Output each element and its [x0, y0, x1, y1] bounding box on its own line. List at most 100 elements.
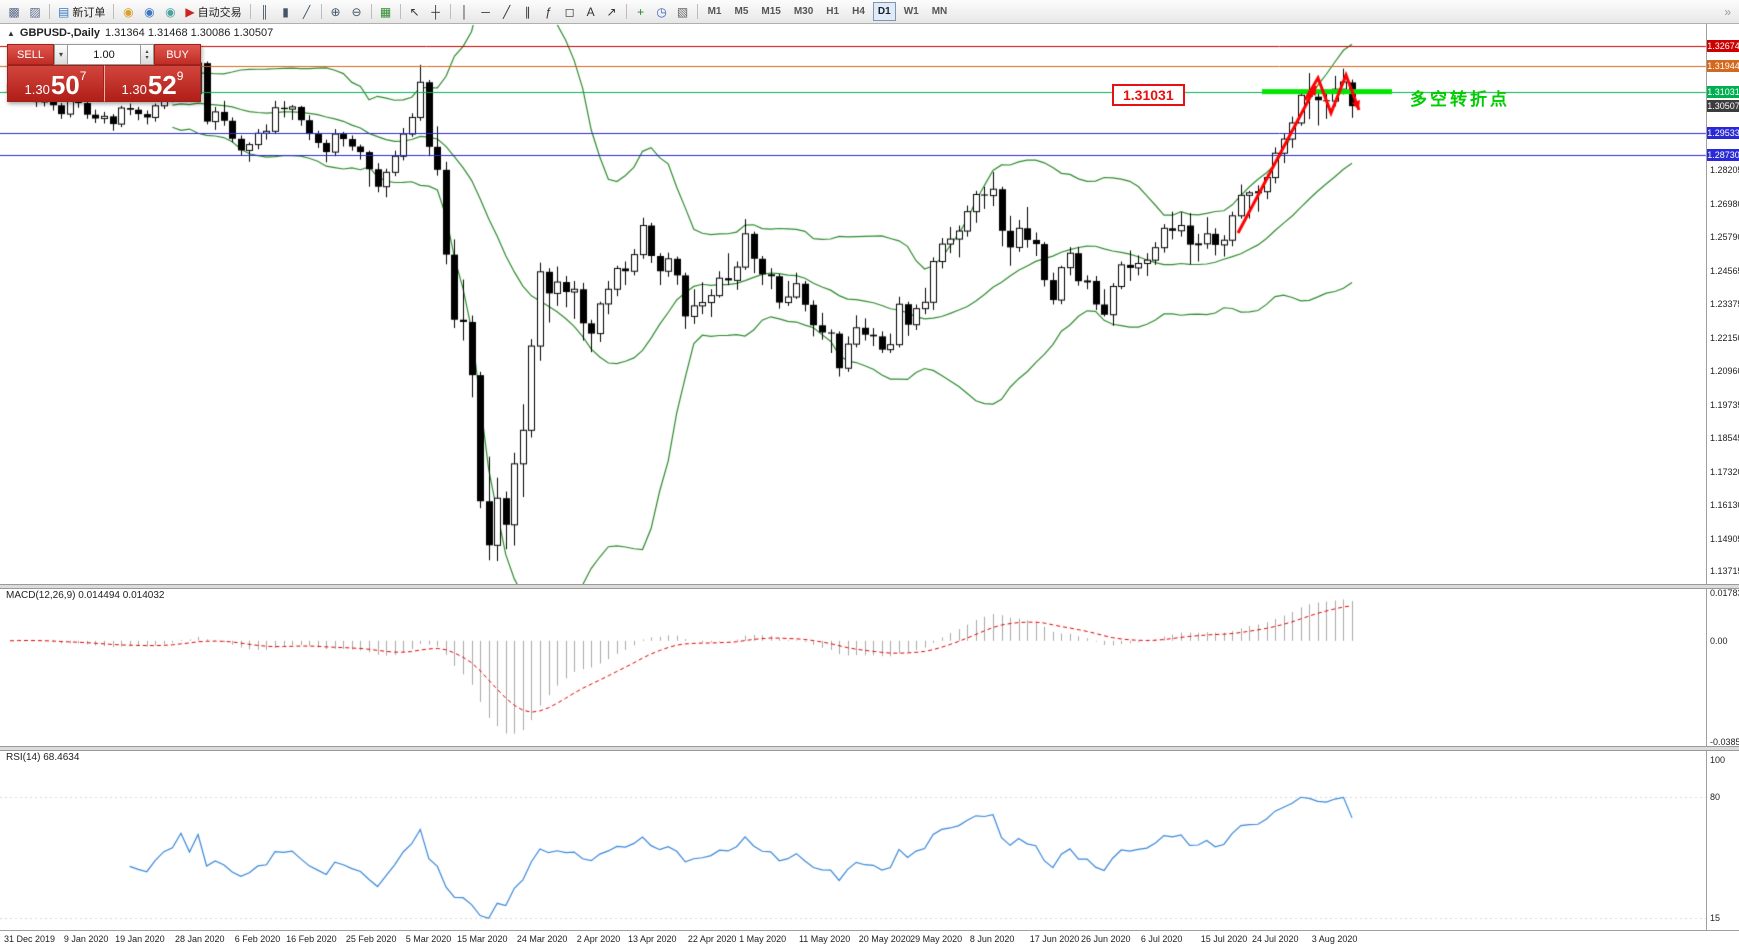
market-icon[interactable]: ◉: [160, 2, 180, 22]
profiles-icon[interactable]: ▨: [25, 2, 45, 22]
price-grid-label: 1.22150: [1710, 332, 1739, 343]
price-axis[interactable]: 1.28205 1.26980 1.25790 1.24565 1.23375 1.221…: [1706, 0, 1739, 948]
panel-separator[interactable]: [0, 584, 1739, 589]
autotrading-button[interactable]: ▶ 自动交易: [181, 2, 245, 22]
timeframe-h4[interactable]: H4: [852, 6, 865, 17]
date-label: 6 Jul 2020: [1140, 934, 1183, 944]
candle-chart-icon[interactable]: ▮: [276, 2, 296, 22]
toolbar-separator: [625, 4, 627, 19]
new-order-button[interactable]: ▤ 新订单: [54, 2, 109, 22]
arrow-tool-icon: ↗: [606, 4, 617, 19]
vertical-line-icon: │: [460, 4, 469, 19]
trendline-icon[interactable]: ╱: [497, 2, 517, 22]
shapes-icon[interactable]: ◻: [560, 2, 580, 22]
mql5-icon[interactable]: ◉: [118, 2, 138, 22]
sell-button[interactable]: SELL: [7, 44, 54, 65]
bar-chart-icon[interactable]: ║: [255, 2, 275, 22]
volume-dropdown-icon[interactable]: ▾: [54, 44, 68, 65]
volume-down-icon[interactable]: ▾: [145, 54, 149, 61]
price-annotation-box[interactable]: 1.31031: [1112, 84, 1185, 106]
vertical-line-icon[interactable]: │: [455, 2, 475, 22]
macd-scale-label: 0.017833: [1710, 588, 1739, 598]
toolbar-separator: [696, 4, 698, 19]
new-chart-icon[interactable]: ▩: [4, 2, 24, 22]
timeframe-w1[interactable]: W1: [903, 6, 919, 17]
line-chart-icon[interactable]: ╱: [297, 2, 317, 22]
templates-icon: ▧: [676, 4, 689, 19]
date-label: 15 Jul 2020: [1200, 934, 1248, 944]
date-label: 28 Jan 2020: [174, 934, 225, 944]
timeframe-m30[interactable]: M30: [793, 6, 814, 17]
date-label: 5 Mar 2020: [405, 934, 452, 944]
one-click-trading-panel: SELL ▾ 1.00 ▴ ▾ BUY 1.30 50 7 1.30 52 9: [7, 44, 201, 102]
price-badge: 1.28730: [1707, 149, 1739, 162]
date-label: 8 Jun 2020: [969, 934, 1015, 944]
toolbar-overflow-icon[interactable]: »: [1724, 4, 1731, 19]
channel-icon: ∥: [524, 4, 531, 19]
timeframe-d1[interactable]: D1: [872, 2, 896, 21]
timeframe-mn[interactable]: MN: [931, 6, 948, 17]
cursor-icon[interactable]: ↖: [405, 2, 425, 22]
horizontal-line-icon: ─: [481, 4, 490, 19]
timeframe-m15[interactable]: M15: [761, 6, 781, 17]
timeframe-m5[interactable]: M5: [734, 6, 749, 17]
profiles-icon: ▨: [29, 4, 41, 19]
periods-icon[interactable]: ◷: [652, 2, 672, 22]
date-label: 1 May 2020: [739, 934, 787, 944]
new-order-button: ▤: [58, 4, 70, 19]
text-icon[interactable]: A: [581, 2, 601, 22]
horizontal-line-icon[interactable]: ─: [476, 2, 496, 22]
indicators-icon[interactable]: +: [631, 2, 651, 22]
buy-price-button[interactable]: 1.30 52 9: [104, 65, 201, 102]
toolbar-separator: [113, 4, 115, 19]
tile-windows-icon[interactable]: ▦: [376, 2, 396, 22]
time-axis[interactable]: 31 Dec 2019 9 Jan 2020 19 Jan 2020 28 Jan 2…: [0, 930, 1739, 948]
volume-stepper[interactable]: ▴ ▾: [141, 44, 154, 65]
sell-price-pips: 50: [50, 70, 80, 100]
date-label: 13 Apr 2020: [627, 934, 677, 944]
crosshair-icon[interactable]: ┼: [426, 2, 446, 22]
price-grid-label: 1.25790: [1710, 231, 1739, 242]
buy-button[interactable]: BUY: [154, 44, 201, 65]
date-label: 31 Dec 2019: [4, 934, 56, 944]
indicators-icon: +: [637, 4, 645, 19]
buy-price-sup: 9: [176, 69, 184, 83]
price-grid-label: 1.26980: [1710, 198, 1739, 209]
arrow-tool-icon[interactable]: ↗: [602, 2, 622, 22]
date-label: 16 Feb 2020: [286, 934, 337, 944]
price-grid-label: 1.16130: [1710, 499, 1739, 510]
price-badge: 1.29533: [1707, 127, 1739, 140]
timeframe-h1[interactable]: H1: [826, 6, 840, 17]
cursor-icon: ↖: [409, 4, 420, 19]
date-label: 2 Apr 2020: [576, 934, 621, 944]
price-grid-label: 1.24565: [1710, 265, 1739, 276]
panel-separator[interactable]: [0, 746, 1739, 751]
volume-input[interactable]: 1.00: [68, 44, 141, 65]
macd-scale-label: -0.038559: [1710, 737, 1739, 747]
symbol-timeframe-label: GBPUSD-,Daily: [19, 27, 100, 39]
turning-point-label[interactable]: 多空转折点: [1410, 90, 1510, 109]
toolbar-separator: [449, 4, 451, 19]
templates-icon[interactable]: ▧: [673, 2, 693, 22]
price-badge: 1.32674: [1707, 40, 1739, 53]
fibonacci-icon[interactable]: ƒ: [539, 2, 559, 22]
autotrading-button: ▶: [185, 4, 195, 19]
date-label: 17 Jun 2020: [1029, 934, 1080, 944]
one-click-toggle-icon[interactable]: ▲: [7, 28, 15, 38]
zoom-out-icon[interactable]: ⊖: [347, 2, 367, 22]
date-label: 24 Mar 2020: [516, 934, 568, 944]
zoom-in-icon[interactable]: ⊕: [326, 2, 346, 22]
rsi-scale-label: 100: [1710, 755, 1726, 765]
date-label: 29 May 2020: [910, 934, 963, 944]
timeframe-m1[interactable]: M1: [707, 6, 722, 17]
text-icon: A: [586, 4, 595, 19]
price-badge: 1.30507: [1707, 100, 1739, 113]
price-grid-label: 1.20960: [1710, 365, 1739, 376]
community-icon[interactable]: ◉: [139, 2, 159, 22]
price-grid-label: 1.14905: [1710, 533, 1739, 544]
channel-icon[interactable]: ∥: [518, 2, 538, 22]
sell-price-button[interactable]: 1.30 50 7: [7, 65, 104, 102]
volume-up-icon[interactable]: ▴: [145, 48, 149, 55]
